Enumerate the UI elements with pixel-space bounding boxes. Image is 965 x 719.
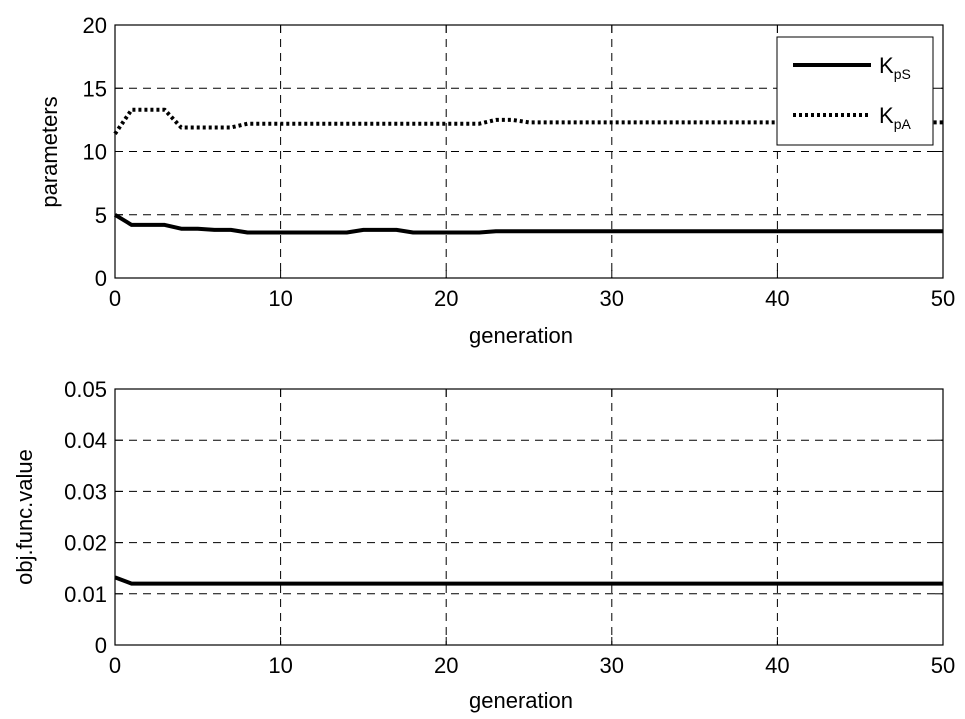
top-y-axis-label: parameters <box>37 96 62 207</box>
bottom-y-tick-label: 0 <box>95 633 107 658</box>
top-series-KpS <box>113 213 943 235</box>
bottom-x-tick-label: 50 <box>931 653 955 678</box>
legend-label-KpS: KpS <box>879 53 911 82</box>
bottom-x-tick-label: 20 <box>434 653 458 678</box>
top-y-tick-label: 20 <box>83 13 107 38</box>
legend-label-main: K <box>879 53 894 78</box>
top-x-tick-label: 30 <box>600 286 624 311</box>
bottom-y-tick-label: 0.04 <box>64 428 107 453</box>
top-plot: 0 10 20 30 40 50 0 5 10 15 20 generation parameters K… <box>37 13 955 348</box>
top-x-tick-label: 40 <box>765 286 789 311</box>
bottom-y-tick-label: 0.01 <box>64 582 107 607</box>
bottom-plot-area <box>115 389 943 645</box>
bottom-x-tick-label: 0 <box>109 653 121 678</box>
top-axes-box <box>114 24 944 279</box>
bottom-axes-box <box>114 388 944 646</box>
top-series-KpA <box>113 107 943 135</box>
legend-label-KpA: KpA <box>879 103 911 132</box>
top-y-tick-label: 10 <box>83 140 107 165</box>
top-x-tick-label: 20 <box>434 286 458 311</box>
bottom-x-tick-label: 30 <box>600 653 624 678</box>
top-x-tick-label: 50 <box>931 286 955 311</box>
top-x-axis-label: generation <box>469 323 573 348</box>
bottom-x-tick-label: 10 <box>268 653 292 678</box>
bottom-series-line0 <box>114 575 943 586</box>
bottom-y-tick-label: 0.05 <box>64 377 107 402</box>
top-x-tick-label: 0 <box>109 286 121 311</box>
bottom-y-tick-label: 0.03 <box>64 479 107 504</box>
top-y-tick-label: 15 <box>83 76 107 101</box>
legend-label-subscript: pA <box>894 116 912 132</box>
bottom-y-tick-label: 0.02 <box>64 531 107 556</box>
legend-label-main: K <box>879 103 894 128</box>
bottom-y-axis-label: obj.func.value <box>12 449 37 585</box>
legend-box <box>776 36 934 146</box>
bottom-x-tick-label: 40 <box>765 653 789 678</box>
top-y-tick-label: 0 <box>95 266 107 291</box>
bottom-x-axis-label: generation <box>469 688 573 713</box>
top-y-tick-label: 5 <box>95 203 107 228</box>
legend-label-subscript: pS <box>894 66 911 82</box>
bottom-plot: 0 10 20 30 40 50 0 0.01 0.02 0.03 0.04 0.05 generati… <box>12 377 955 713</box>
top-x-tick-label: 10 <box>268 286 292 311</box>
